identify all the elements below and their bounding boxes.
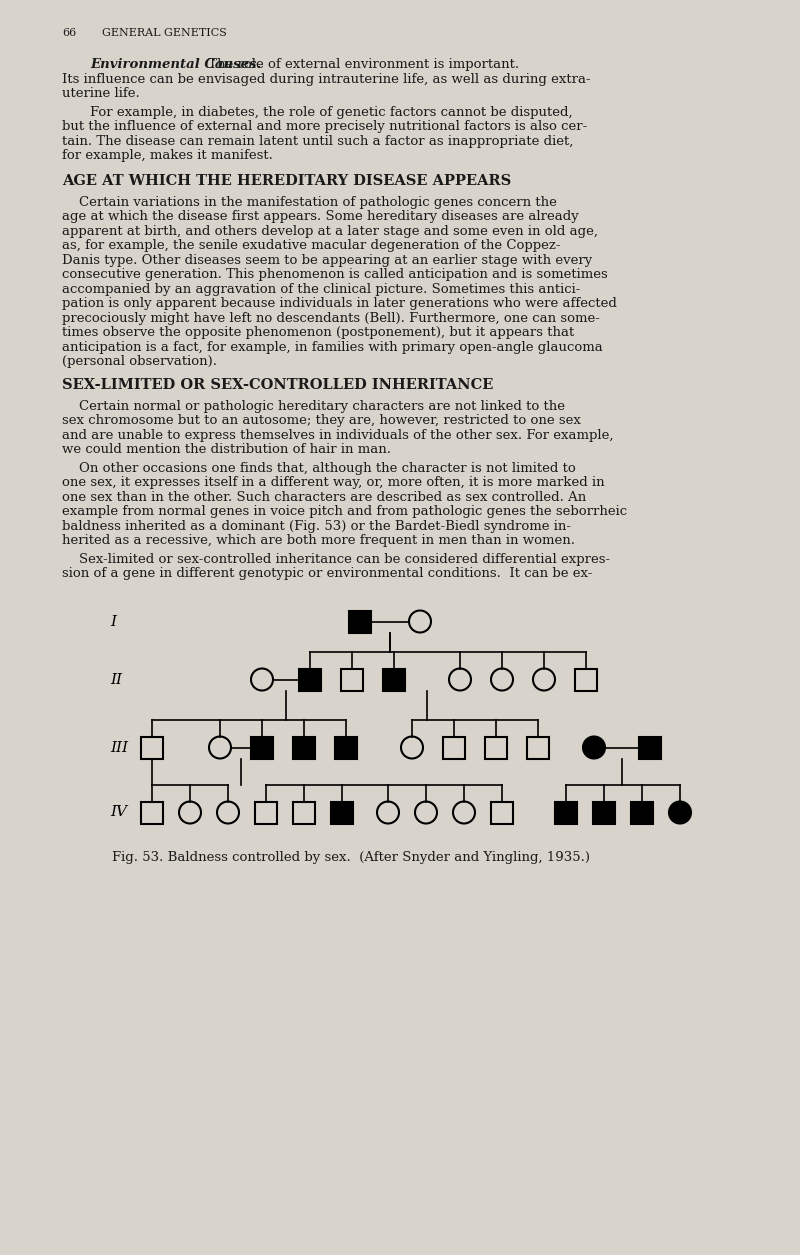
Text: AGE AT WHICH THE HEREDITARY DISEASE APPEARS: AGE AT WHICH THE HEREDITARY DISEASE APPE…	[62, 173, 511, 187]
Text: IV: IV	[110, 806, 127, 820]
Text: 66: 66	[62, 28, 76, 38]
Bar	[255, 802, 277, 823]
Bar	[349, 610, 371, 633]
Text: Certain variations in the manifestation of pathologic genes concern the: Certain variations in the manifestation …	[62, 196, 557, 208]
Text: baldness inherited as a dominant (Fig. 53) or the Bardet-Biedl syndrome in-: baldness inherited as a dominant (Fig. 5…	[62, 520, 571, 532]
Bar	[443, 737, 465, 758]
Text: III: III	[110, 740, 128, 754]
Text: On other occasions one finds that, although the character is not limited to: On other occasions one finds that, altho…	[62, 462, 576, 474]
Bar	[293, 737, 315, 758]
Ellipse shape	[533, 669, 555, 690]
Bar	[331, 802, 353, 823]
Text: we could mention the distribution of hair in man.: we could mention the distribution of hai…	[62, 443, 391, 456]
Text: (personal observation).: (personal observation).	[62, 355, 217, 368]
Text: Environmental Causes.: Environmental Causes.	[90, 58, 261, 72]
Text: herited as a recessive, which are both more frequent in men than in women.: herited as a recessive, which are both m…	[62, 533, 575, 547]
Bar	[575, 669, 597, 690]
Ellipse shape	[377, 802, 399, 823]
Text: Danis type. Other diseases seem to be appearing at an earlier stage with every: Danis type. Other diseases seem to be ap…	[62, 254, 592, 266]
Text: times observe the opposite phenomenon (postponement), but it appears that: times observe the opposite phenomenon (p…	[62, 326, 574, 339]
Ellipse shape	[179, 802, 201, 823]
Ellipse shape	[401, 737, 423, 758]
Text: uterine life.: uterine life.	[62, 87, 140, 100]
Text: but the influence of external and more precisely nutritional factors is also cer: but the influence of external and more p…	[62, 120, 587, 133]
Text: one sex, it expresses itself in a different way, or, more often, it is more mark: one sex, it expresses itself in a differ…	[62, 476, 605, 489]
Bar	[555, 802, 577, 823]
Text: example from normal genes in voice pitch and from pathologic genes the seborrhei: example from normal genes in voice pitch…	[62, 505, 627, 518]
Text: consecutive generation. This phenomenon is called anticipation and is sometimes: consecutive generation. This phenomenon …	[62, 269, 608, 281]
Text: for example, makes it manifest.: for example, makes it manifest.	[62, 149, 273, 162]
Bar	[299, 669, 321, 690]
Text: pation is only apparent because individuals in later generations who were affect: pation is only apparent because individu…	[62, 297, 617, 310]
Bar	[639, 737, 661, 758]
Text: I: I	[110, 615, 116, 629]
Text: Fig. 53. Baldness controlled by sex.  (After Snyder and Yingling, 1935.): Fig. 53. Baldness controlled by sex. (Af…	[112, 851, 590, 863]
Text: apparent at birth, and others develop at a later stage and some even in old age,: apparent at birth, and others develop at…	[62, 225, 598, 237]
Text: anticipation is a fact, for example, in families with primary open-angle glaucom: anticipation is a fact, for example, in …	[62, 340, 602, 354]
Ellipse shape	[415, 802, 437, 823]
Bar	[341, 669, 363, 690]
Bar	[141, 802, 163, 823]
Bar	[251, 737, 273, 758]
Ellipse shape	[491, 669, 513, 690]
Ellipse shape	[217, 802, 239, 823]
Bar	[335, 737, 357, 758]
Text: Sex-limited or sex-controlled inheritance can be considered differential expres-: Sex-limited or sex-controlled inheritanc…	[62, 552, 610, 566]
Bar	[485, 737, 507, 758]
Text: GENERAL GENETICS: GENERAL GENETICS	[102, 28, 227, 38]
Text: tain. The disease can remain latent until such a factor as inappropriate diet,: tain. The disease can remain latent unti…	[62, 134, 574, 148]
Text: For example, in diabetes, the role of genetic factors cannot be disputed,: For example, in diabetes, the role of ge…	[90, 105, 573, 118]
Ellipse shape	[669, 802, 691, 823]
Text: age at which the disease first appears. Some hereditary diseases are already: age at which the disease first appears. …	[62, 210, 578, 223]
Ellipse shape	[583, 737, 605, 758]
Bar	[593, 802, 615, 823]
Text: as, for example, the senile exudative macular degeneration of the Coppez-: as, for example, the senile exudative ma…	[62, 238, 561, 252]
Text: II: II	[110, 673, 122, 686]
Ellipse shape	[453, 802, 475, 823]
Ellipse shape	[409, 610, 431, 633]
Text: Certain normal or pathologic hereditary characters are not linked to the: Certain normal or pathologic hereditary …	[62, 399, 565, 413]
Text: precociously might have left no descendants (Bell). Furthermore, one can some-: precociously might have left no descenda…	[62, 311, 600, 325]
Text: one sex than in the other. Such characters are described as sex controlled. An: one sex than in the other. Such characte…	[62, 491, 586, 503]
Ellipse shape	[449, 669, 471, 690]
Ellipse shape	[251, 669, 273, 690]
Bar	[293, 802, 315, 823]
Bar	[383, 669, 405, 690]
Text: Its influence can be envisaged during intrauterine life, as well as during extra: Its influence can be envisaged during in…	[62, 73, 590, 85]
Text: sex chromosome but to an autosome; they are, however, restricted to one sex: sex chromosome but to an autosome; they …	[62, 414, 581, 427]
Text: The role of external environment is important.: The role of external environment is impo…	[204, 58, 519, 72]
Bar	[491, 802, 513, 823]
Text: and are unable to express themselves in individuals of the other sex. For exampl: and are unable to express themselves in …	[62, 428, 614, 442]
Text: accompanied by an aggravation of the clinical picture. Sometimes this antici-: accompanied by an aggravation of the cli…	[62, 282, 580, 295]
Text: sion of a gene in different genotypic or environmental conditions.  It can be ex: sion of a gene in different genotypic or…	[62, 567, 592, 580]
Bar	[631, 802, 653, 823]
Text: SEX-LIMITED OR SEX-CONTROLLED INHERITANCE: SEX-LIMITED OR SEX-CONTROLLED INHERITANC…	[62, 378, 494, 392]
Ellipse shape	[209, 737, 231, 758]
Bar	[141, 737, 163, 758]
Bar	[527, 737, 549, 758]
